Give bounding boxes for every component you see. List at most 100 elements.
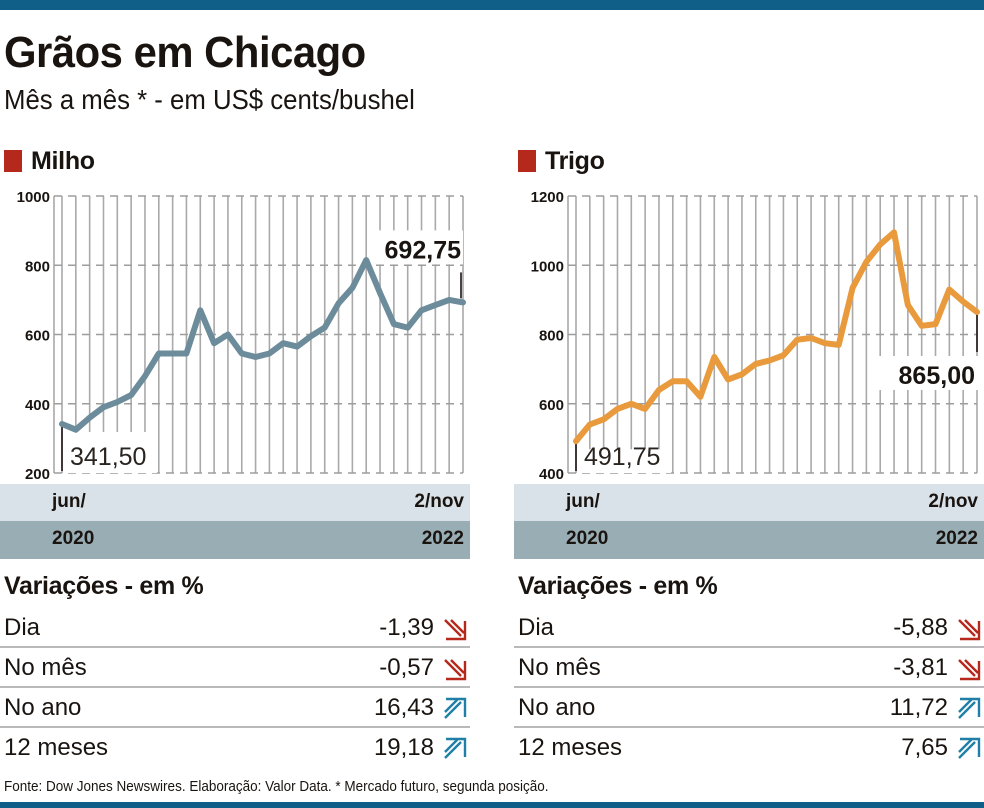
- x-label-start-month: jun/: [566, 491, 600, 512]
- data-point: [253, 354, 259, 360]
- data-point: [642, 406, 648, 412]
- variation-label: No ano: [4, 694, 82, 721]
- data-point: [656, 387, 662, 393]
- variations-table: Dia -1,39 No mês -0,57 No ano 16,43 12 meses 19…: [0, 608, 470, 766]
- variation-label: No mês: [4, 654, 87, 681]
- y-tick-label: 600: [25, 328, 50, 345]
- data-points: [59, 257, 466, 433]
- data-point: [573, 438, 579, 444]
- data-point: [863, 259, 869, 265]
- panel-trigo: Trigo 400 600 800 1000 1200 491,75 865,00 jun/…: [514, 140, 984, 770]
- annotation-background: [579, 449, 671, 473]
- data-point: [614, 406, 620, 412]
- x-label-end-year: 2022: [421, 528, 464, 549]
- horizontal-gridlines: 400 600 800 1000 1200: [531, 189, 977, 483]
- x-label-start-year: 2020: [566, 528, 609, 549]
- y-tick-label: 1200: [531, 189, 564, 206]
- data-point: [697, 394, 703, 400]
- data-point: [919, 323, 925, 329]
- data-point: [170, 351, 176, 357]
- data-point: [780, 352, 786, 358]
- variation-value: -0,57: [379, 654, 434, 681]
- variation-value: -3,81: [893, 654, 948, 681]
- data-points: [573, 229, 980, 444]
- x-label-end-month: 2/nov: [928, 491, 978, 512]
- data-point: [128, 392, 134, 398]
- trend-up-arrow-icon: [958, 737, 981, 759]
- data-point: [822, 340, 828, 346]
- data-point: [114, 399, 120, 405]
- data-point: [239, 351, 245, 357]
- data-point: [419, 307, 425, 313]
- variation-value: 7,65: [901, 734, 948, 761]
- y-tick-label: 1000: [531, 258, 564, 275]
- annotation-label: 491,75: [584, 443, 660, 471]
- value-annotation: 692,75: [371, 230, 463, 299]
- panel-label: Milho: [31, 146, 95, 175]
- data-point: [432, 302, 438, 308]
- y-tick-label: 800: [539, 328, 564, 345]
- annotation-background: [65, 432, 157, 473]
- data-point: [960, 299, 966, 305]
- data-point: [322, 325, 328, 331]
- data-point: [974, 309, 980, 315]
- variation-row: 12 meses 7,65: [514, 728, 984, 766]
- data-point: [628, 401, 634, 407]
- variation-value: -1,39: [379, 614, 434, 641]
- y-tick-label: 400: [25, 397, 50, 414]
- variation-label: Dia: [4, 614, 41, 641]
- data-point: [601, 416, 607, 422]
- y-tick-label: 600: [539, 397, 564, 414]
- data-point: [850, 285, 856, 291]
- variation-label: Dia: [518, 614, 555, 641]
- series-line: [59, 257, 466, 433]
- horizontal-gridlines: 200 400 600 800 1000: [17, 189, 463, 483]
- page-subtitle: Mês a mês * - em US$ cents/bushel: [4, 84, 415, 115]
- data-point: [460, 299, 466, 305]
- trend-down-arrow-icon: [958, 619, 981, 641]
- data-point: [891, 229, 897, 235]
- data-point: [711, 354, 717, 360]
- x-label-start-year: 2020: [52, 528, 95, 549]
- variations-title: Variações - em %: [4, 572, 204, 600]
- data-point: [946, 286, 952, 292]
- data-point: [877, 241, 883, 247]
- value-annotation: 865,00: [879, 311, 979, 390]
- panel-marker-icon: [518, 150, 536, 172]
- data-point: [363, 257, 369, 263]
- x-axis-band-years: 2020 2022: [514, 521, 984, 559]
- y-tick-label: 800: [25, 258, 50, 275]
- trend-down-arrow-icon: [958, 659, 981, 681]
- data-point: [349, 285, 355, 291]
- variation-label: 12 meses: [4, 734, 109, 761]
- annotation-background: [371, 230, 463, 265]
- data-point: [183, 351, 189, 357]
- page-title: Grãos em Chicago: [4, 28, 366, 77]
- variation-value: 16,43: [373, 694, 434, 721]
- panel-label: Trigo: [545, 146, 605, 175]
- variation-value: -5,88: [893, 614, 948, 641]
- variation-label: No mês: [518, 654, 601, 681]
- data-point: [280, 340, 286, 346]
- y-tick-label: 200: [25, 466, 50, 483]
- trend-up-arrow-icon: [444, 737, 467, 759]
- data-point: [767, 357, 773, 363]
- variation-row: No mês -0,57: [0, 648, 470, 688]
- variation-row: Dia -1,39: [0, 608, 470, 648]
- panel-milho: Milho 200 400 600 800 1000 341,50 692,75 jun/ …: [0, 140, 470, 770]
- annotation-label: 865,00: [899, 362, 975, 390]
- trend-down-arrow-icon: [444, 619, 467, 641]
- variation-row: No ano 11,72: [514, 688, 984, 728]
- variation-value: 11,72: [889, 694, 948, 721]
- data-point: [377, 290, 383, 296]
- variation-label: No ano: [518, 694, 596, 721]
- data-point: [405, 325, 411, 331]
- annotation-background: [879, 355, 979, 390]
- data-point: [225, 332, 231, 338]
- trend-down-arrow-icon: [444, 659, 467, 681]
- data-point: [794, 337, 800, 343]
- data-point: [142, 373, 148, 379]
- x-label-start-month: jun/: [52, 491, 86, 512]
- data-point: [933, 321, 939, 327]
- bottom-accent-bar: [0, 802, 984, 808]
